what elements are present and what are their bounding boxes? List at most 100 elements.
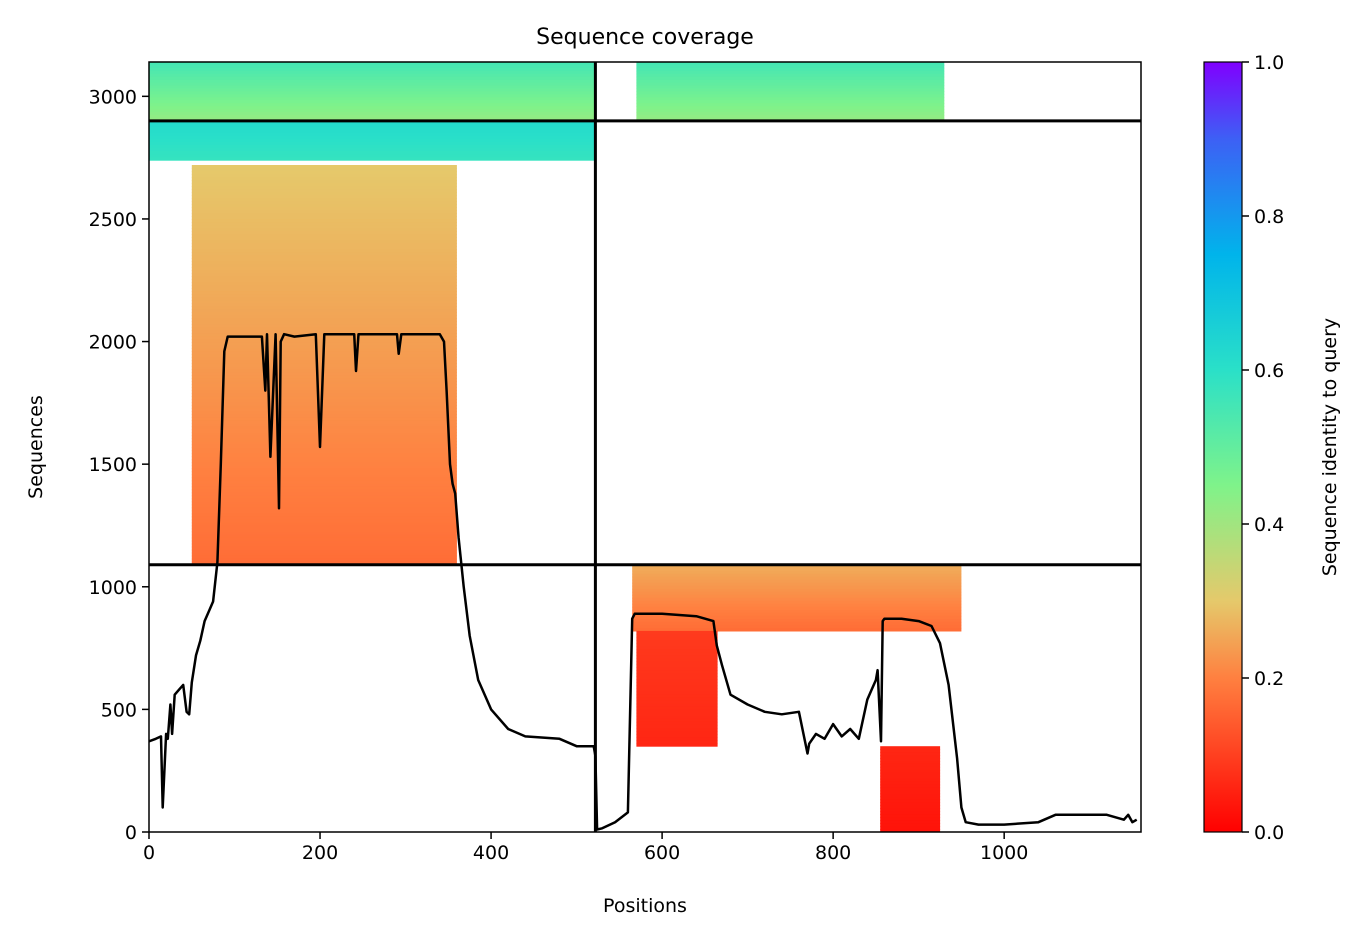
msa-strip (191, 543, 457, 548)
msa-strip (880, 829, 941, 832)
msa-strip (880, 778, 941, 783)
msa-strip (636, 634, 718, 638)
msa-strip (191, 432, 457, 437)
chart-title: Sequence coverage (536, 25, 754, 50)
msa-strip (632, 618, 962, 623)
msa-strip (191, 270, 457, 274)
msa-strip (149, 142, 596, 146)
msa-strip (191, 483, 457, 488)
y-axis-label: Sequences (25, 395, 47, 499)
msa-strip (880, 787, 941, 792)
msa-strip (636, 112, 945, 116)
msa-strip (149, 139, 596, 143)
msa-block-paired-top-right (636, 62, 945, 122)
msa-strip (191, 552, 457, 557)
msa-strip (191, 222, 457, 226)
msa-strip (191, 291, 457, 295)
msa-strip (191, 285, 457, 289)
msa-strip (636, 67, 945, 72)
msa-strip (191, 192, 457, 196)
msa-strip (149, 97, 596, 101)
msa-strip (636, 685, 718, 690)
msa-strip (191, 210, 457, 214)
msa-strip (191, 390, 457, 394)
msa-strip (191, 204, 457, 208)
x-axis-ticks: 0 200 400 600 800 1000 (143, 832, 1028, 864)
msa-strip (880, 761, 941, 765)
msa-strip (636, 691, 718, 696)
msa-strip (149, 151, 596, 155)
colorbar-gradient (1203, 61, 1243, 833)
y-tick-label: 2500 (89, 209, 137, 231)
msa-strip (191, 441, 457, 446)
msa-strip (636, 679, 718, 683)
msa-strip (149, 67, 596, 72)
msa-strip (149, 82, 596, 87)
msa-strip (636, 82, 945, 87)
msa-strip (632, 615, 962, 620)
msa-strip (191, 522, 457, 527)
msa-strip (191, 519, 457, 524)
msa-strip (636, 103, 945, 107)
msa-strip (191, 453, 457, 458)
msa-strip (636, 715, 718, 720)
msa-strip (191, 381, 457, 385)
msa-strip (191, 171, 457, 175)
msa-strip (191, 369, 457, 373)
msa-strip (191, 294, 457, 298)
msa-strip (636, 728, 718, 732)
msa-strip (191, 501, 457, 506)
msa-strip (191, 426, 457, 431)
msa-strip (632, 600, 962, 605)
msa-strip (636, 85, 945, 89)
msa-strip (636, 734, 718, 738)
msa-strip (149, 145, 596, 149)
msa-strip (149, 112, 596, 116)
msa-strip (191, 255, 457, 259)
msa-strip (191, 174, 457, 178)
msa-strip (191, 507, 457, 512)
msa-strip (191, 189, 457, 193)
msa-strip (191, 186, 457, 190)
coverage-line (149, 332, 1138, 831)
msa-strip (632, 582, 962, 587)
msa-strip (880, 796, 941, 801)
msa-strip (632, 597, 962, 602)
msa-strip (149, 109, 596, 113)
msa-strip (880, 758, 941, 762)
msa-strip (636, 79, 945, 84)
msa-strip (191, 555, 457, 560)
msa-strip (149, 157, 596, 161)
msa-strip (191, 279, 457, 283)
msa-strip (191, 513, 457, 518)
msa-strip (191, 408, 457, 412)
msa-block-chain-a-high-identity (149, 120, 596, 161)
msa-strip (636, 646, 718, 650)
msa-strip (636, 70, 945, 75)
msa-strip (191, 468, 457, 473)
msa-strip (191, 273, 457, 277)
x-tick-label: 400 (473, 842, 509, 864)
msa-strip (191, 417, 457, 421)
msa-strip (191, 243, 457, 247)
msa-strip (149, 64, 596, 69)
msa-strip (191, 372, 457, 376)
msa-strip (191, 315, 457, 319)
msa-strip (191, 420, 457, 424)
msa-strip (880, 790, 941, 795)
msa-strip (636, 652, 718, 656)
msa-strip (636, 655, 718, 659)
y-tick-label: 1000 (89, 577, 137, 599)
msa-strip (636, 62, 945, 66)
msa-strip (636, 115, 945, 119)
msa-strip (191, 309, 457, 313)
msa-strip (636, 91, 945, 95)
msa-strip (149, 123, 596, 128)
msa-strip (632, 603, 962, 608)
msa-strip (191, 459, 457, 464)
msa-strip (636, 97, 945, 101)
y-tick-label: 3000 (89, 86, 137, 108)
msa-strip (149, 100, 596, 104)
msa-strip (191, 306, 457, 310)
